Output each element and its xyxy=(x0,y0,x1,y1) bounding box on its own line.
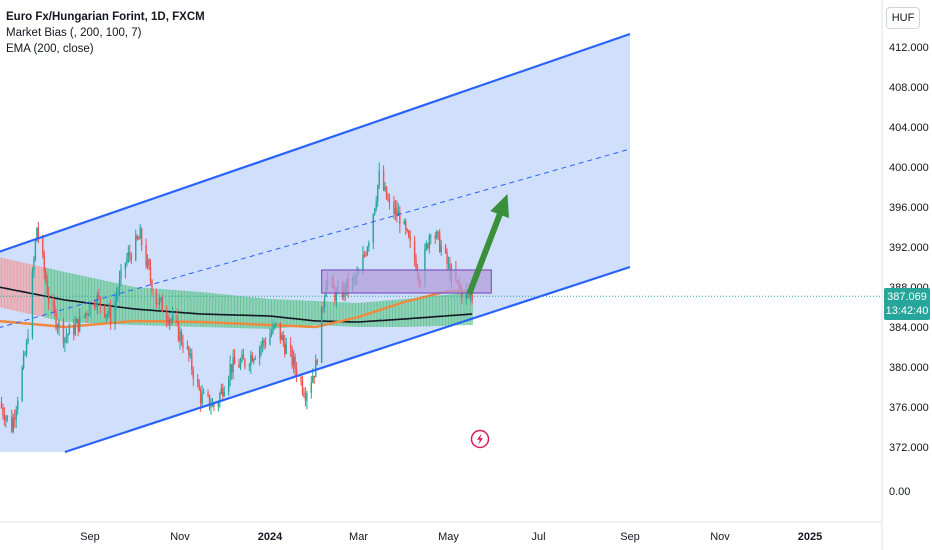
channel-lower-line[interactable] xyxy=(64,265,631,454)
market-bias-midline xyxy=(0,286,473,323)
bar-countdown: 13:42:40 xyxy=(885,305,929,317)
time-tick-label: Sep xyxy=(620,531,640,543)
current-price-value: 387.069 xyxy=(887,291,927,303)
support-zone-box[interactable] xyxy=(321,269,492,294)
time-tick-label: 2025 xyxy=(798,531,822,543)
price-tick-label: 0.00 xyxy=(889,486,910,498)
ema-legend[interactable]: EMA (200, close) xyxy=(6,43,94,55)
chart-legend: Euro Fx/Hungarian Forint, 1D, FXCM Marke… xyxy=(6,9,205,57)
lightning-icon[interactable] xyxy=(470,429,490,449)
channel-middle-line[interactable] xyxy=(0,148,631,328)
price-tick-label: 404.000 xyxy=(889,122,929,134)
price-tick-label: 396.000 xyxy=(889,202,929,214)
currency-button[interactable]: HUF xyxy=(886,7,920,29)
projection-arrow[interactable] xyxy=(466,194,509,296)
time-tick-label: 2024 xyxy=(258,531,283,543)
time-tick-label: Mar xyxy=(349,531,368,543)
price-tick-label: 408.000 xyxy=(889,82,929,94)
price-tick-label: 380.000 xyxy=(889,362,929,374)
price-tick-label: 384.000 xyxy=(889,322,929,334)
price-tick-label: 376.000 xyxy=(889,402,929,414)
channel-fill xyxy=(0,34,630,452)
time-tick-label: Nov xyxy=(710,531,730,543)
price-tick-label: 400.000 xyxy=(889,162,929,174)
symbol-title[interactable]: Euro Fx/Hungarian Forint, 1D, FXCM xyxy=(6,11,205,23)
price-tick-label: 392.000 xyxy=(889,242,929,254)
time-tick-label: Jul xyxy=(531,531,545,543)
time-axis[interactable]: Sep Nov 2024 Mar May Jul Sep Nov 2025 xyxy=(80,531,822,543)
channel-upper-line[interactable] xyxy=(0,32,631,253)
time-tick-label: Nov xyxy=(170,531,190,543)
current-price-label: 387.069 13:42:40 xyxy=(884,288,930,320)
time-tick-label: Sep xyxy=(80,531,100,543)
price-tick-label: 412.000 xyxy=(889,42,929,54)
price-axis[interactable]: 412.000 408.000 404.000 400.000 396.000 392.0… xyxy=(889,42,929,498)
time-tick-label: May xyxy=(438,531,459,543)
market-bias-legend[interactable]: Market Bias (, 200, 100, 7) xyxy=(6,27,142,39)
price-tick-label: 372.000 xyxy=(889,442,929,454)
